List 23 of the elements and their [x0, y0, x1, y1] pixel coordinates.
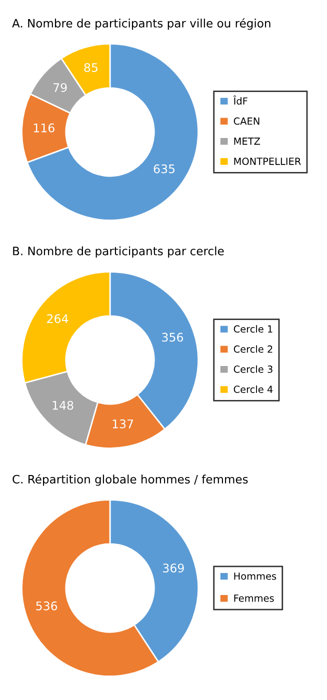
data-label: 137 [112, 419, 134, 428]
legend-label: ÎdF [233, 96, 248, 105]
legend-label: Cercle 1 [234, 325, 272, 333]
data-label: 369 [163, 564, 184, 573]
legend-label: Cercle 2 [234, 345, 272, 353]
legend-label: CAEN [234, 117, 260, 125]
chart-title: A. Nombre de participants par ville ou région [12, 18, 270, 30]
data-label: 635 [154, 164, 174, 174]
legend-label: Cercle 4 [234, 385, 273, 393]
legend-label: METZ [234, 138, 260, 145]
data-label: 148 [52, 400, 74, 410]
data-label: 264 [47, 314, 68, 324]
legend-label: Hommes [234, 572, 276, 580]
chart-title: B. Nombre de participants par cercle [13, 246, 224, 258]
legend-label: Cercle 3 [234, 365, 272, 373]
data-label: 536 [36, 601, 58, 610]
data-label: 85 [84, 63, 98, 72]
data-label: 116 [34, 123, 54, 132]
chart-title: C. Répartition globale hommes / femmes [12, 474, 248, 486]
legend-label: MONTPELLIER [234, 158, 301, 165]
data-label: 356 [162, 332, 184, 342]
data-label: 79 [54, 83, 67, 92]
legend-label: Femmes [234, 594, 274, 602]
